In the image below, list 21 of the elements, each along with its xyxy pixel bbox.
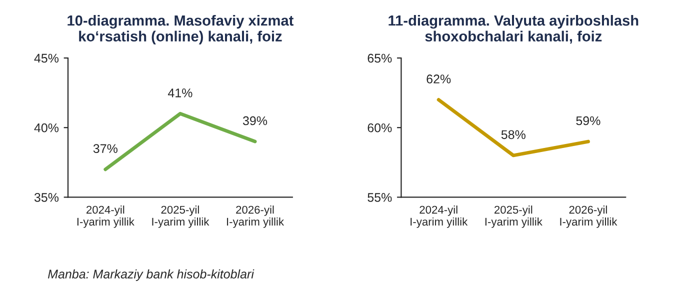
text: Manba: Markaziy bank hisob-kitoblari	[48, 269, 254, 281]
text: 41%	[168, 88, 192, 98]
text: 58%	[501, 130, 526, 140]
y-tick-label: 60%	[368, 123, 392, 132]
y-tick-label: 55%	[368, 193, 392, 202]
chart-title: 10-diagramma. Masofaviy xizmat ko‘rsatish (online) kanali, foiz	[68, 14, 294, 44]
text: 59%	[576, 116, 600, 126]
x-tick-label: 2026-yil I-yarim yillik	[227, 206, 284, 228]
y-tick-label: 35%	[34, 193, 59, 202]
text: 39%	[242, 116, 268, 126]
x-tick-label: 2025-yil I-yarim yillik	[485, 206, 542, 228]
y-tick-label: 40%	[34, 123, 59, 132]
text: 37%	[93, 144, 118, 153]
text: 62%	[426, 74, 451, 84]
chart-title: 11-diagramma. Valyuta ayirboshlash shoxobchalari kanali, foiz	[388, 14, 638, 44]
x-tick-label: 2024-yil I-yarim yillik	[77, 206, 134, 228]
x-tick-label: 2024-yil I-yarim yillik	[410, 206, 468, 228]
x-tick-label: 2026-yil I-yarim yillik	[560, 206, 618, 228]
y-tick-label: 65%	[368, 54, 392, 63]
y-tick-label: 45%	[34, 54, 59, 63]
x-tick-label: 2025-yil I-yarim yillik	[152, 206, 210, 228]
